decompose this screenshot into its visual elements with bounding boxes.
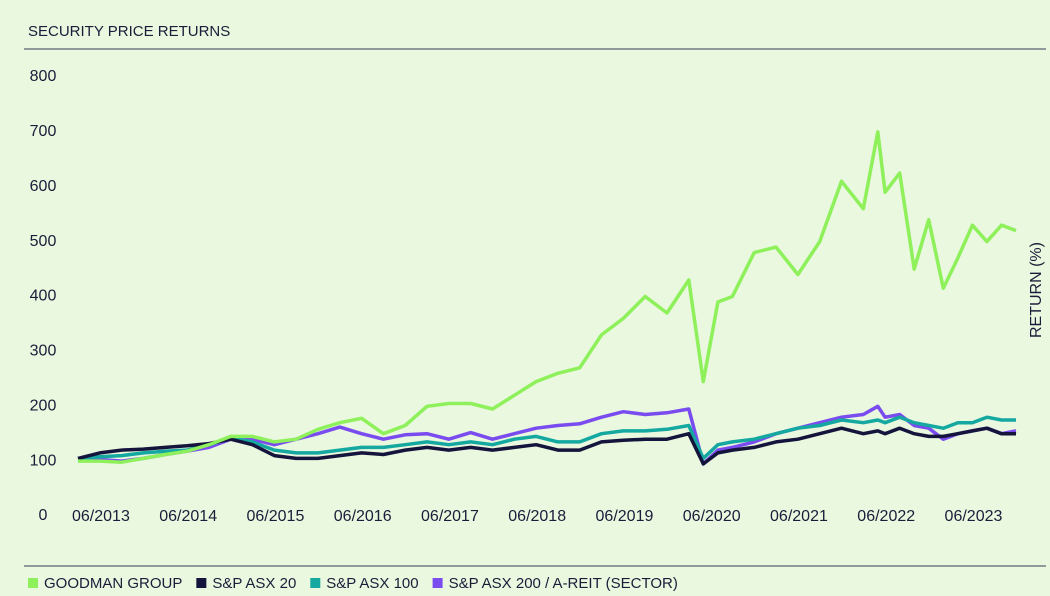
legend-swatch [310, 578, 321, 588]
y-tick-label: 700 [30, 123, 57, 140]
legend-label: S&P ASX 20 [212, 575, 296, 592]
x-tick-label: 06/2022 [857, 508, 915, 525]
x-tick-label: 06/2016 [334, 508, 392, 525]
x-tick-label: 06/2021 [770, 508, 828, 525]
y-tick-label: 200 [30, 397, 57, 414]
series-line [78, 130, 1017, 464]
x-tick-label: 06/2017 [421, 508, 479, 525]
legend-swatch [432, 578, 443, 588]
legend-label: GOODMAN GROUP [44, 575, 182, 592]
legend-swatch [28, 578, 38, 588]
x-tick-label: 06/2013 [72, 508, 130, 525]
y-tick-label: 800 [30, 68, 57, 85]
y-tick-label: 0 [39, 507, 48, 524]
x-tick-label: 06/2023 [945, 508, 1003, 525]
series-line [77, 415, 1016, 461]
y-tick-label: 100 [30, 452, 57, 469]
x-tick-label: 06/2018 [508, 508, 566, 525]
x-tick-label: 06/2020 [683, 508, 741, 525]
series-line [77, 404, 1017, 466]
x-tick-label: 06/2019 [596, 508, 654, 525]
legend-swatch [196, 578, 207, 588]
y-axis-label: RETURN (%) [1028, 242, 1045, 338]
y-tick-label: 600 [30, 178, 57, 195]
y-tick-label: 400 [30, 288, 57, 305]
x-tick-label: 06/2015 [247, 508, 305, 525]
legend-label: S&P ASX 100 [326, 575, 418, 592]
series-line [77, 426, 1016, 466]
y-tick-label: 500 [30, 233, 57, 250]
legend-label: S&P ASX 200 / A-REIT (SECTOR) [449, 575, 678, 592]
x-tick-label: 06/2014 [159, 508, 217, 525]
y-tick-label: 300 [30, 343, 57, 360]
chart-title: SECURITY PRICE RETURNS [28, 23, 230, 40]
